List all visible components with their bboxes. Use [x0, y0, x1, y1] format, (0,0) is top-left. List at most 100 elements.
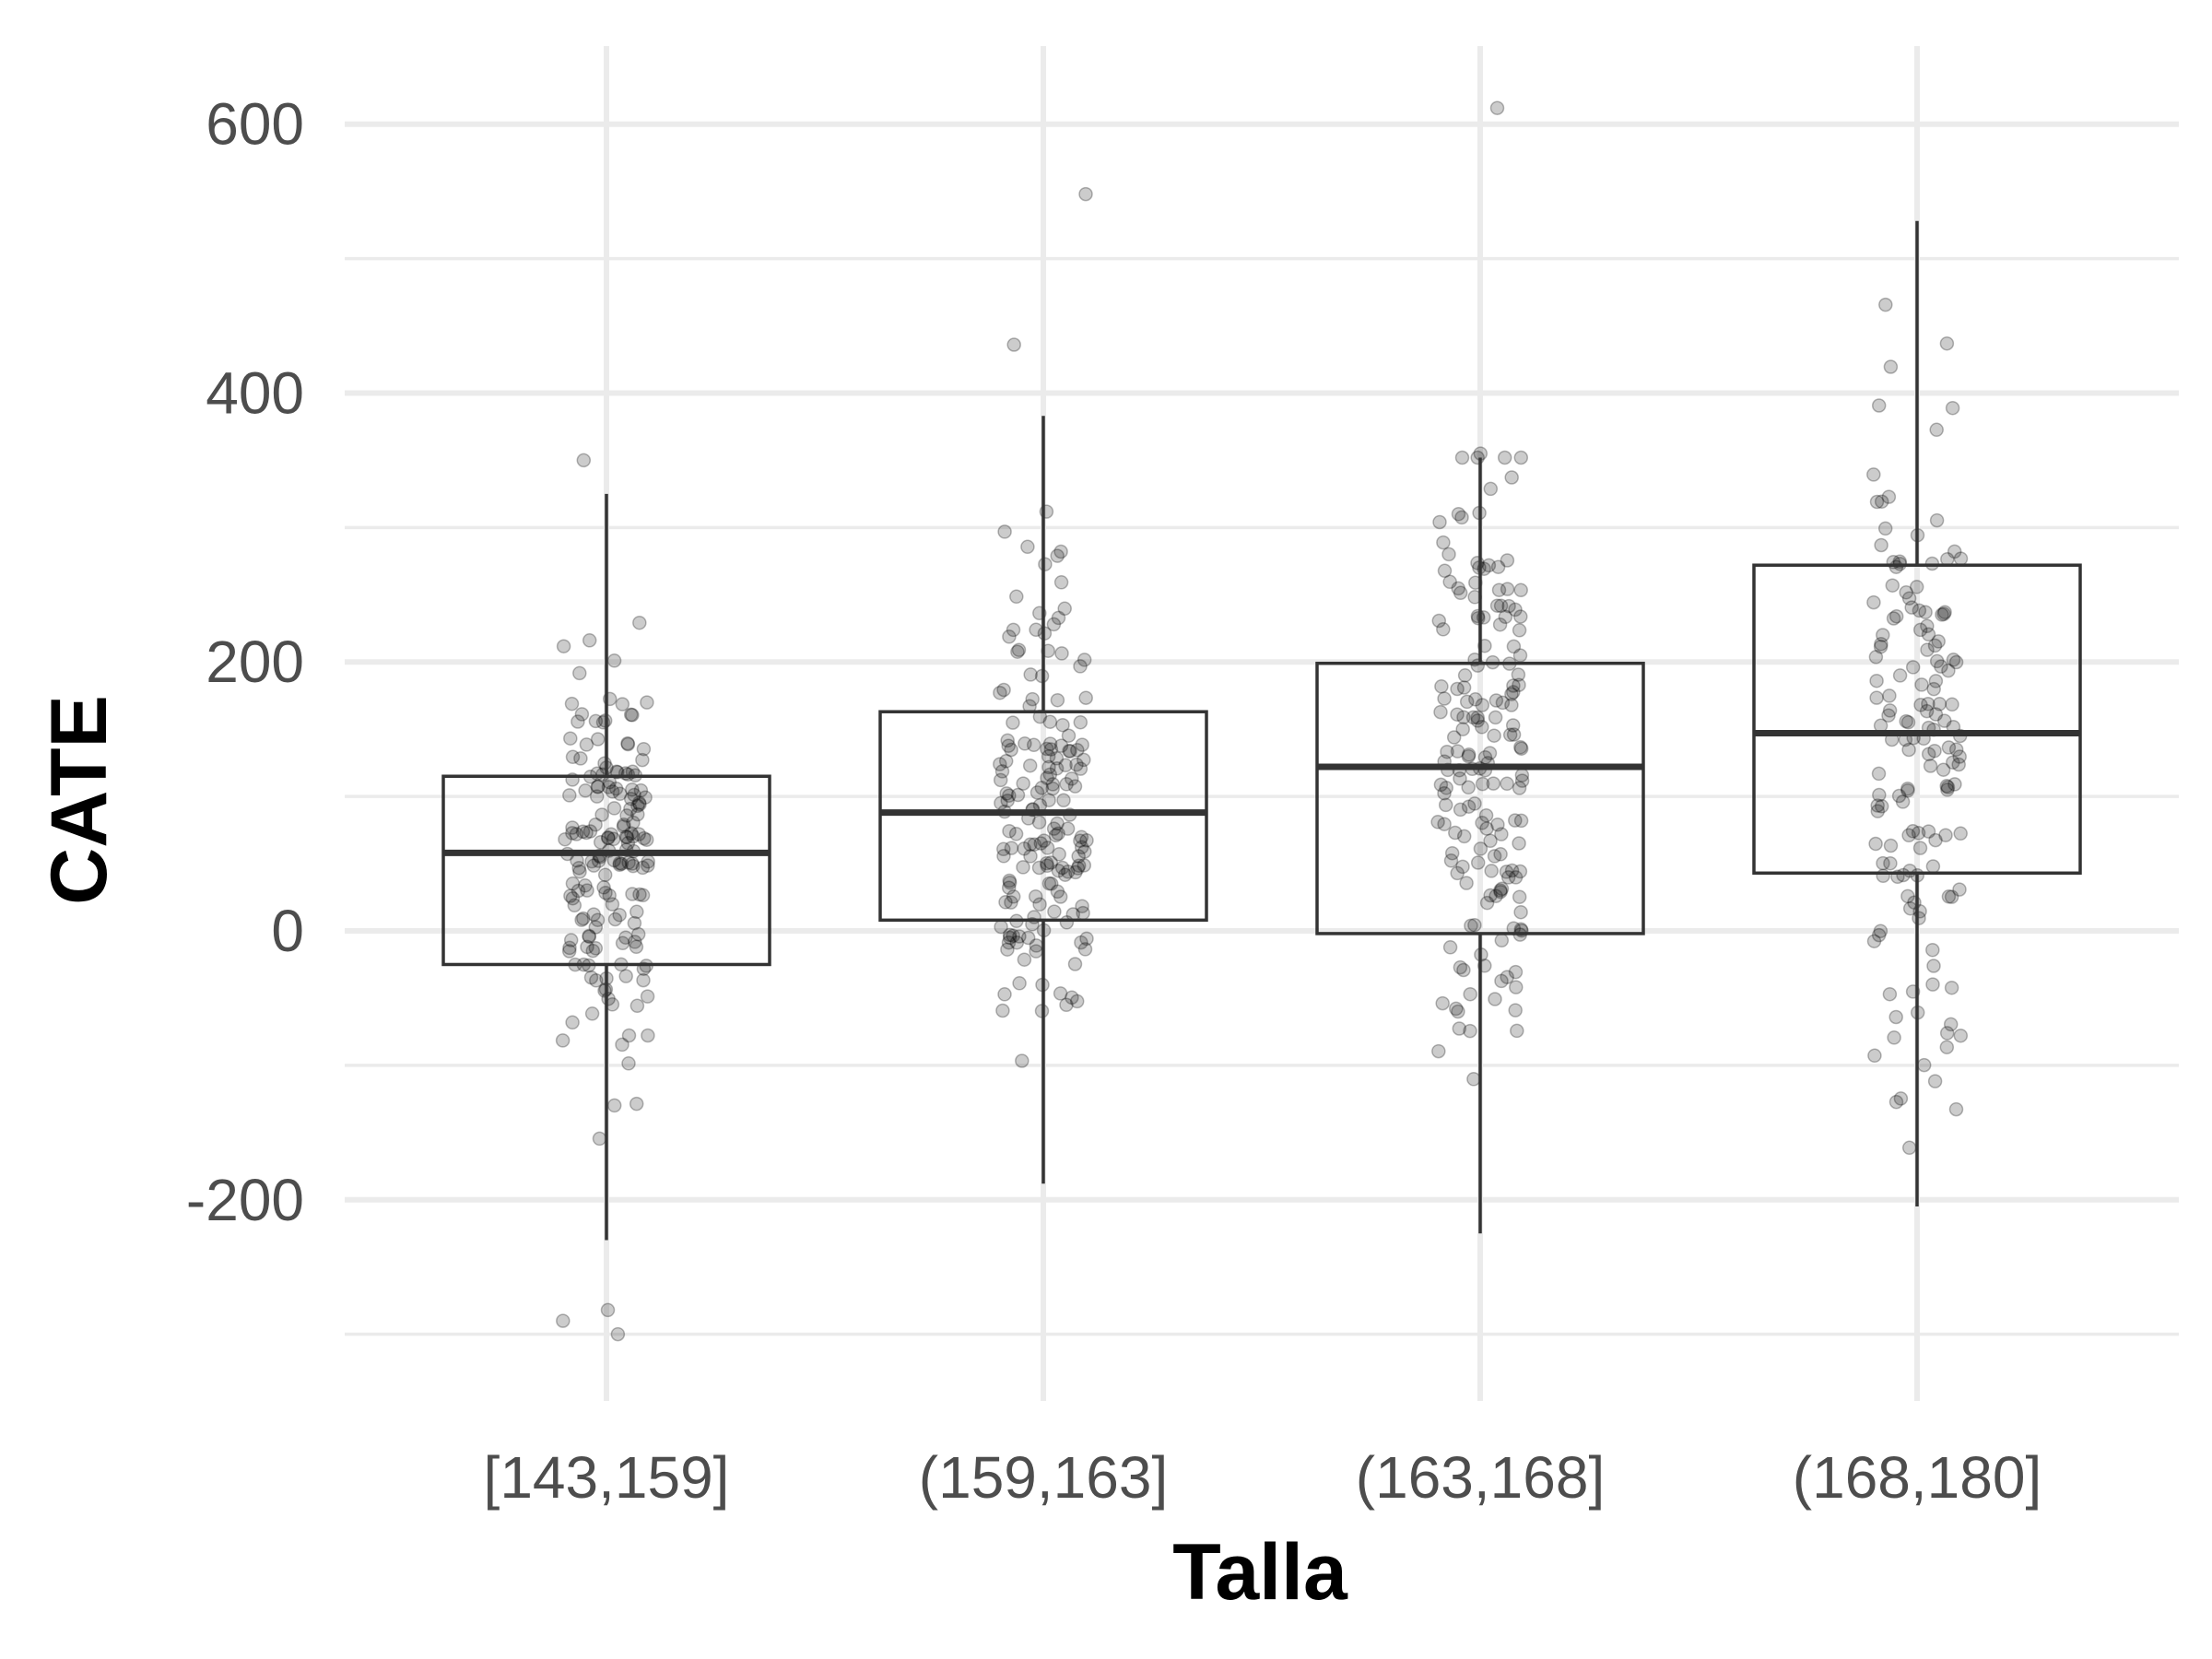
jitter-point	[1074, 840, 1089, 855]
jitter-point	[618, 930, 633, 945]
jitter-point	[621, 1056, 636, 1071]
jitter-point	[1046, 617, 1062, 632]
y-tick-label: 200	[206, 629, 304, 695]
jitter-point	[1941, 889, 1957, 904]
jitter-point	[588, 920, 604, 935]
jitter-point	[586, 858, 602, 873]
jitter-point	[1006, 622, 1021, 638]
jitter-point	[1028, 888, 1043, 904]
jitter-point	[578, 878, 593, 893]
jitter-point	[629, 939, 644, 955]
jitter-point	[1440, 744, 1454, 759]
jitter-point	[1079, 833, 1094, 848]
jitter-point	[589, 973, 604, 988]
jitter-point	[1900, 783, 1915, 798]
jitter-point	[1866, 467, 1881, 482]
jitter-point	[1929, 512, 1945, 528]
jitter-point	[596, 880, 611, 895]
jitter-point	[1060, 865, 1076, 879]
jitter-point	[1461, 780, 1476, 795]
jitter-point	[1905, 824, 1921, 839]
jitter-point	[1077, 653, 1092, 667]
jitter-point	[1002, 875, 1018, 890]
jitter-point	[1939, 1040, 1955, 1054]
jitter-point	[1934, 659, 1948, 674]
jitter-point	[1927, 638, 1943, 653]
jitter-point	[594, 807, 609, 822]
y-tick-label: 600	[206, 91, 304, 158]
jitter-point	[563, 731, 578, 746]
jitter-point	[618, 969, 633, 983]
jitter-point	[585, 943, 601, 959]
jitter-point	[1916, 1057, 1932, 1073]
jitter-point	[1042, 767, 1058, 782]
jitter-point	[1495, 695, 1511, 711]
jitter-point	[1500, 970, 1514, 984]
jitter-point	[1494, 973, 1509, 989]
jitter-point	[1002, 930, 1018, 946]
jitter-point	[1499, 865, 1514, 879]
jitter-point	[1506, 727, 1522, 742]
jitter-point	[1502, 727, 1518, 743]
jitter-point	[601, 830, 616, 845]
jitter-point	[1049, 761, 1065, 776]
jitter-point	[1953, 1028, 1969, 1043]
jitter-point	[1041, 748, 1056, 764]
jitter-point	[1952, 882, 1967, 897]
jitter-point	[1468, 692, 1483, 707]
jitter-point	[1508, 870, 1524, 885]
jitter-point	[1874, 636, 1888, 652]
jitter-point	[1899, 584, 1913, 600]
jitter-point	[1866, 594, 1881, 610]
jitter-point	[1057, 867, 1073, 882]
jitter-point	[1514, 773, 1530, 788]
jitter-point	[1891, 788, 1907, 804]
jitter-point	[576, 453, 592, 468]
jitter-point	[1459, 876, 1474, 890]
jitter-point	[1868, 650, 1884, 665]
jitter-point	[1069, 994, 1085, 1009]
jitter-point	[1483, 833, 1498, 849]
jitter-point	[1484, 864, 1499, 878]
jitter-point	[993, 757, 1007, 771]
jitter-point	[586, 907, 601, 922]
jitter-point	[1463, 986, 1477, 1002]
jitter-point	[1450, 707, 1465, 722]
jitter-point	[1505, 718, 1521, 733]
jitter-point	[569, 827, 584, 841]
jitter-point	[1078, 690, 1093, 705]
jitter-point	[1871, 927, 1887, 943]
jitter-point	[1054, 646, 1069, 661]
jitter-point	[608, 781, 624, 796]
jitter-point	[598, 885, 613, 900]
jitter-point	[1874, 494, 1889, 509]
jitter-point	[1006, 715, 1020, 730]
jitter-point	[562, 940, 577, 956]
jitter-point	[1478, 807, 1494, 823]
jitter-point	[1439, 781, 1453, 795]
jitter-point	[1946, 755, 1960, 770]
jitter-point	[1869, 673, 1884, 688]
jitter-point	[626, 815, 641, 830]
jitter-point	[619, 808, 634, 823]
jitter-point	[1043, 855, 1059, 870]
jitter-point	[615, 935, 630, 951]
jitter-point	[1441, 547, 1456, 562]
jitter-point	[1012, 929, 1027, 944]
jitter-point	[1887, 1030, 1901, 1045]
jitter-point	[1010, 644, 1025, 659]
jitter-point	[620, 735, 635, 751]
jitter-point	[1928, 832, 1943, 848]
jitter-point	[572, 665, 587, 681]
jitter-point	[1006, 928, 1020, 944]
jitter-point	[628, 935, 642, 949]
jitter-point	[1873, 924, 1888, 938]
box-iqr	[1315, 661, 1645, 935]
jitter-point	[1059, 777, 1074, 792]
jitter-point	[1921, 824, 1936, 839]
y-tick-label: -200	[186, 1167, 304, 1233]
jitter-point	[629, 904, 644, 920]
jitter-point	[573, 751, 588, 766]
jitter-point	[604, 827, 618, 841]
